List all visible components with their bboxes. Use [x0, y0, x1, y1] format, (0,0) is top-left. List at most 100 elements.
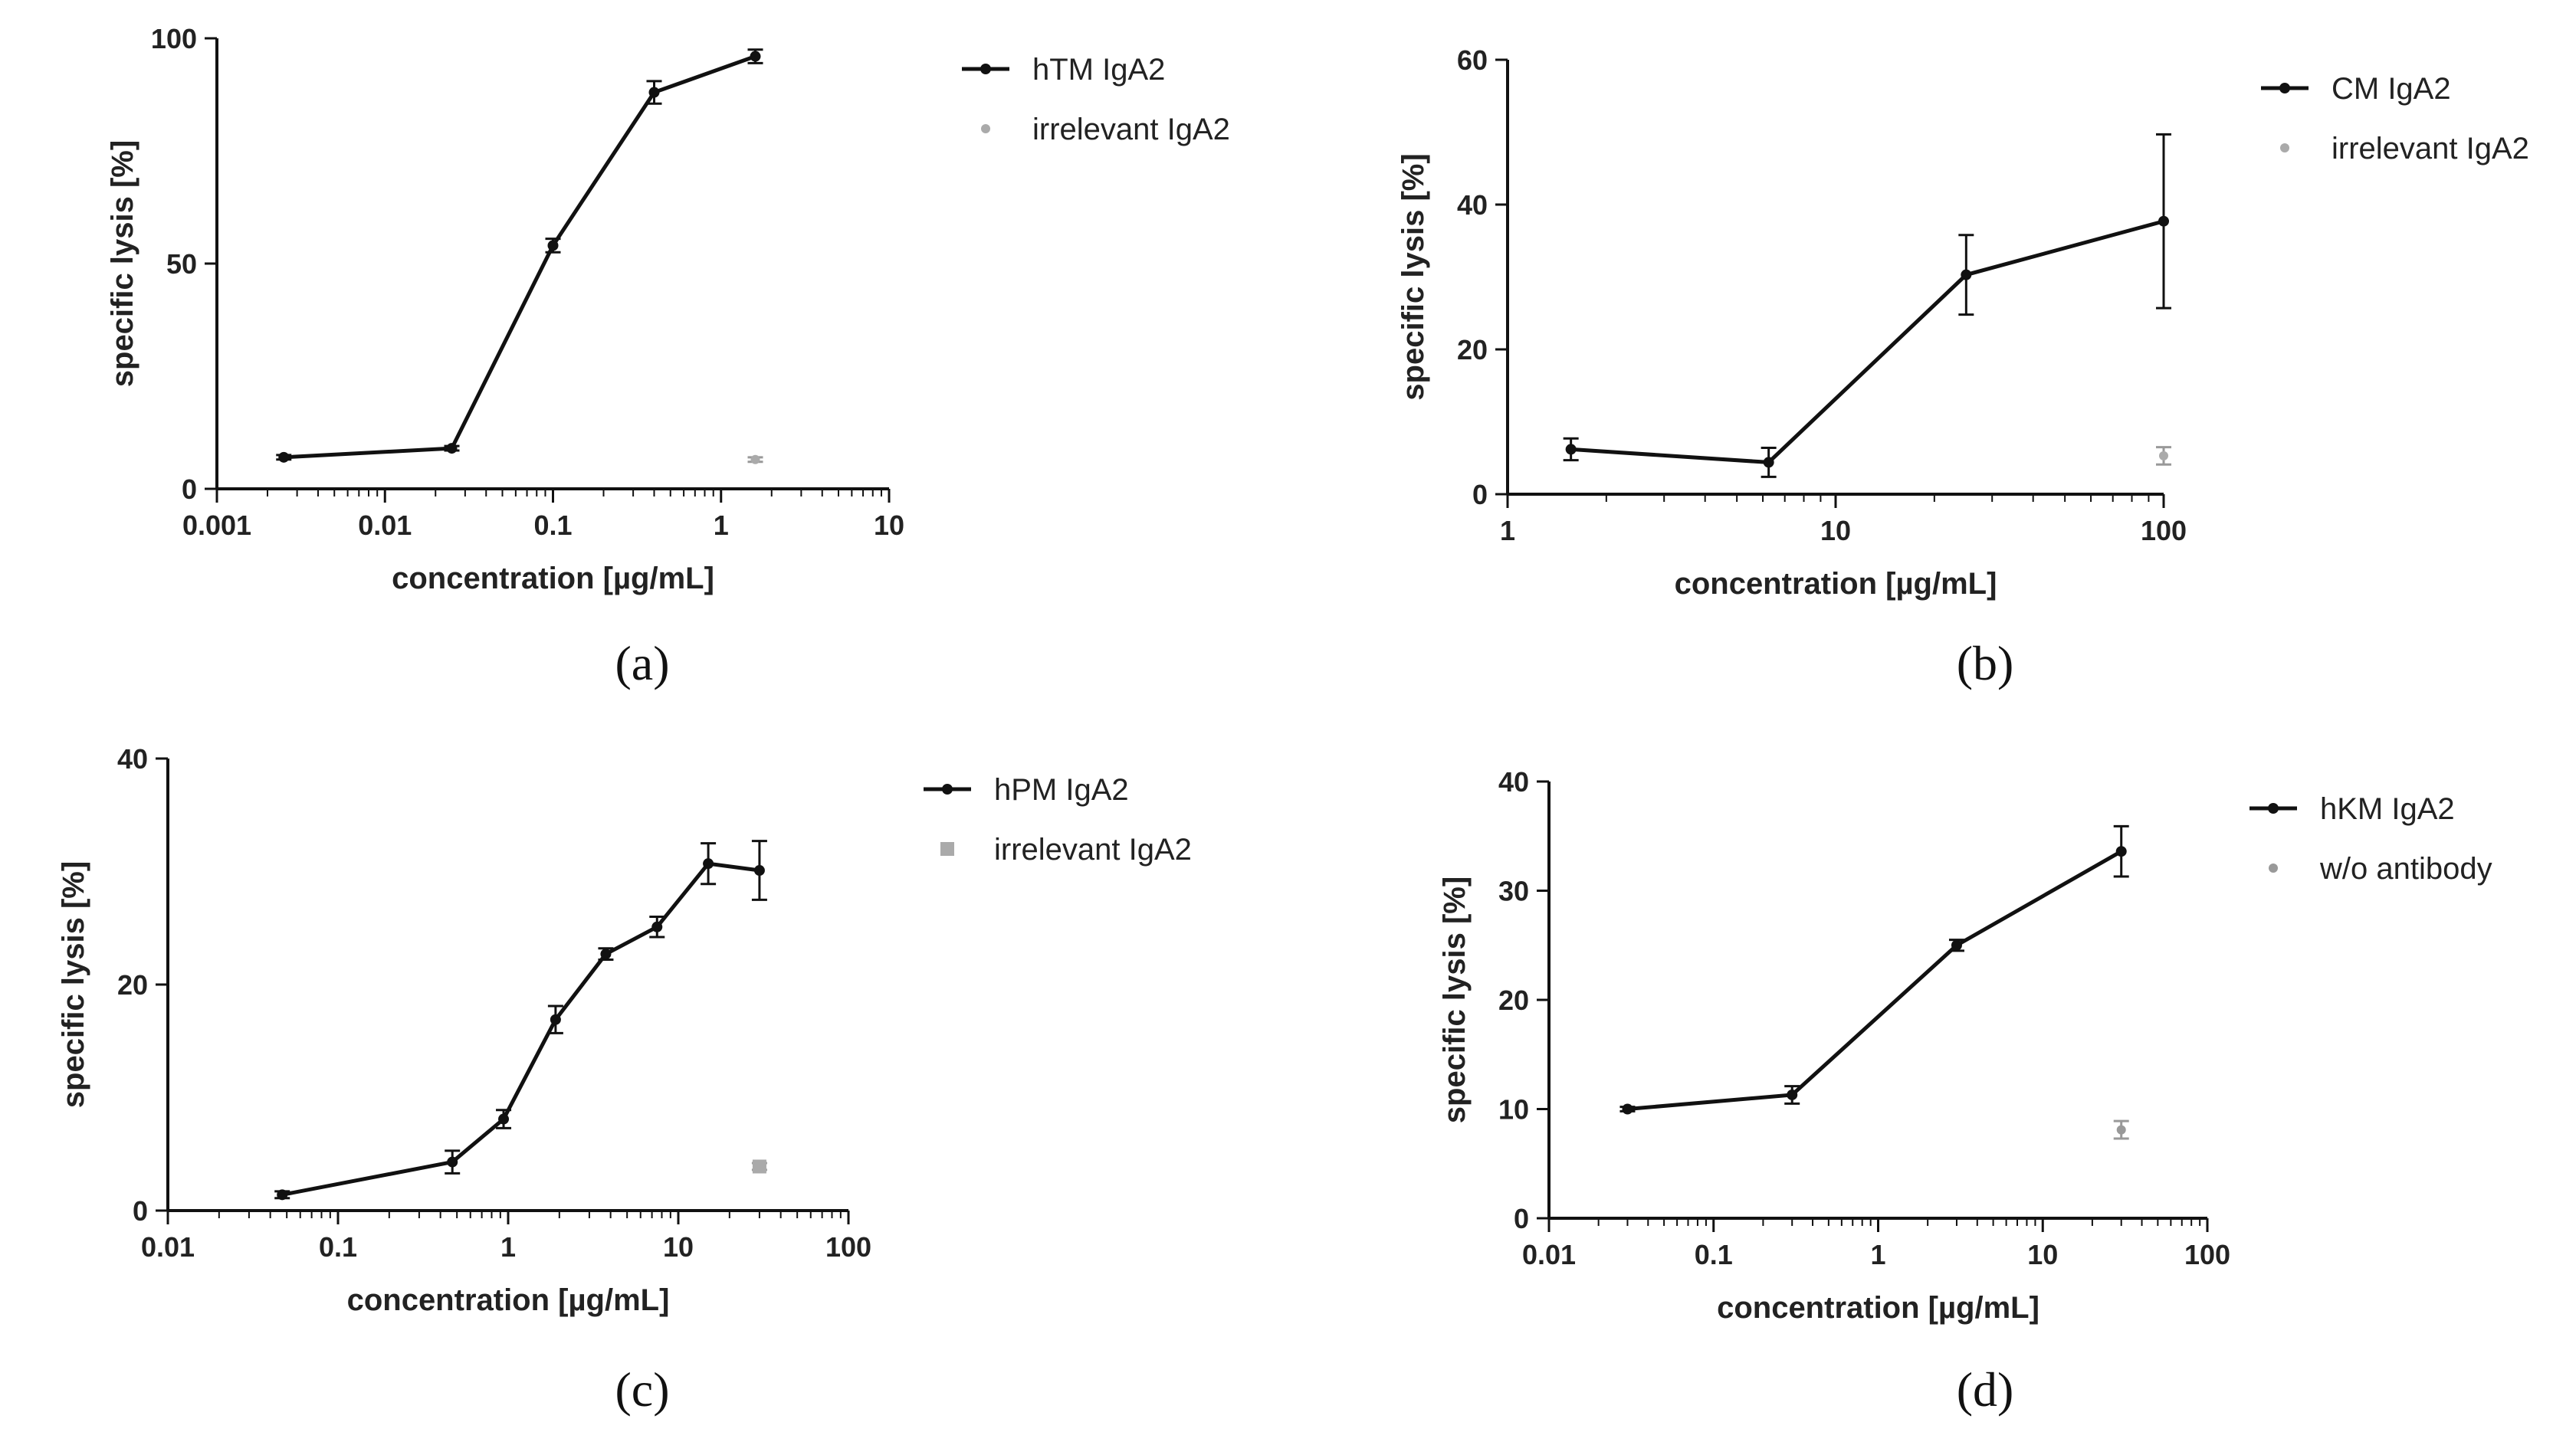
- data-point: [1622, 1103, 1633, 1115]
- legend-label: CM IgA2: [2332, 72, 2451, 106]
- data-point: [278, 451, 290, 463]
- legend-label: hPM IgA2: [994, 773, 1129, 807]
- data-point: [752, 1159, 766, 1174]
- x-tick-label: 100: [825, 1231, 871, 1263]
- chart-panel-a: 0 50 100 0.001 0.01 0.1 1 10 concentration [µg/m…: [106, 23, 1230, 690]
- data-point: [1565, 444, 1577, 455]
- x-tick-label: 10: [874, 510, 904, 541]
- series-hkm-iga2: [1619, 824, 2129, 1115]
- series-line: [284, 54, 756, 460]
- legend-marker: [980, 64, 991, 74]
- y-axis-title: specific lysis [%]: [1438, 877, 1472, 1123]
- data-point: [600, 949, 612, 960]
- y-tick-label: 100: [151, 23, 197, 54]
- data-point: [2159, 451, 2168, 460]
- x-tick-label: 0.001: [182, 510, 251, 541]
- data-point: [550, 1014, 561, 1025]
- legend-label: w/o antibody: [2319, 852, 2492, 886]
- data-point: [1763, 457, 1774, 468]
- y-tick-label: 40: [117, 743, 148, 775]
- data-point: [2115, 846, 2127, 857]
- y-tick-label: 0: [1514, 1203, 1529, 1234]
- data-point: [1951, 939, 1962, 951]
- data-point: [1787, 1089, 1798, 1100]
- chart-panel-d: 0 10 20 30 40 0.01 0.1 1 10 100 concentration [µg/…: [1438, 766, 2492, 1417]
- legend-marker: [2268, 803, 2279, 814]
- y-axis-title: specific lysis [%]: [106, 140, 139, 387]
- y-tick-label: 20: [1457, 334, 1488, 365]
- chart-panel-c: 0 20 40 0.01 0.1 1 10 100 concentration [µg/mL] s…: [57, 743, 1192, 1417]
- y-tick-label: 60: [1457, 44, 1488, 76]
- legend-label: irrelevant IgA2: [1032, 113, 1230, 146]
- data-point: [750, 51, 761, 62]
- x-tick-label: 1: [1500, 515, 1515, 546]
- x-axis-title: concentration [µg/mL]: [1717, 1291, 2039, 1325]
- x-tick-label: 1: [500, 1231, 516, 1263]
- x-tick-label: 1: [714, 510, 729, 541]
- y-tick-label: 20: [1498, 985, 1529, 1016]
- series-cm-iga2: [1563, 133, 2171, 478]
- series-line: [1570, 219, 2164, 464]
- y-tick-label: 30: [1498, 876, 1529, 907]
- series-w-o-antibody: [2113, 1119, 2129, 1140]
- legend-label: irrelevant IgA2: [2332, 132, 2529, 165]
- x-tick-label: 0.01: [141, 1231, 195, 1263]
- panel-label: (b): [1957, 636, 2014, 690]
- x-tick-label: 1: [1870, 1239, 1885, 1270]
- series-htm-iga2: [276, 48, 763, 463]
- series-irrelevant-iga2: [751, 1159, 767, 1174]
- series-line: [281, 861, 760, 1197]
- data-point: [2116, 1125, 2126, 1135]
- legend-label: irrelevant IgA2: [994, 833, 1192, 867]
- x-tick-label: 0.01: [1522, 1239, 1576, 1270]
- legend-marker: [940, 842, 954, 856]
- y-tick-label: 50: [166, 248, 197, 280]
- series-line: [1627, 850, 2122, 1111]
- data-point: [277, 1189, 288, 1201]
- panel-label: (d): [1957, 1362, 2014, 1417]
- data-point: [753, 865, 765, 877]
- legend-label: hTM IgA2: [1032, 53, 1165, 87]
- legend-marker: [2280, 143, 2289, 152]
- series-irrelevant-iga2: [2156, 446, 2171, 466]
- x-tick-label: 10: [2027, 1239, 2058, 1270]
- y-tick-label: 40: [1457, 189, 1488, 221]
- y-tick-label: 10: [1498, 1094, 1529, 1126]
- legend-marker: [981, 124, 990, 133]
- data-point: [498, 1113, 510, 1125]
- data-point: [447, 1156, 458, 1168]
- data-point: [750, 454, 760, 464]
- y-tick-label: 0: [182, 474, 197, 505]
- data-point: [547, 240, 559, 251]
- x-tick-label: 10: [1820, 515, 1851, 546]
- x-axis-title: concentration [µg/mL]: [347, 1283, 670, 1317]
- data-point: [1961, 269, 1972, 280]
- data-point: [651, 921, 663, 932]
- x-tick-label: 100: [2184, 1239, 2230, 1270]
- legend-marker: [942, 784, 953, 795]
- data-point: [703, 858, 714, 870]
- x-tick-label: 10: [663, 1231, 694, 1263]
- y-tick-label: 20: [117, 969, 148, 1001]
- chart-panel-b: 0 20 40 60 1 10 100 concentration [µg/mL] specif…: [1396, 44, 2529, 690]
- y-tick-label: 0: [1472, 479, 1488, 510]
- x-tick-label: 0.01: [358, 510, 412, 541]
- y-axis-title: specific lysis [%]: [57, 861, 90, 1108]
- x-axis-title: concentration [µg/mL]: [392, 562, 714, 595]
- data-point: [2158, 215, 2169, 227]
- panel-label: (a): [615, 636, 669, 690]
- panel-label: (c): [615, 1362, 669, 1417]
- x-tick-label: 0.1: [1695, 1239, 1733, 1270]
- data-point: [648, 87, 660, 98]
- series-hpm-iga2: [274, 840, 767, 1201]
- x-tick-label: 0.1: [533, 510, 572, 541]
- x-tick-label: 100: [2141, 515, 2187, 546]
- data-point: [446, 443, 458, 454]
- legend-label: hKM IgA2: [2320, 792, 2455, 826]
- y-axis-title: specific lysis [%]: [1396, 153, 1430, 400]
- series-irrelevant-iga2: [747, 454, 763, 464]
- y-tick-label: 0: [133, 1195, 148, 1227]
- x-axis-title: concentration [µg/mL]: [1675, 567, 1997, 601]
- legend-marker: [2269, 863, 2278, 873]
